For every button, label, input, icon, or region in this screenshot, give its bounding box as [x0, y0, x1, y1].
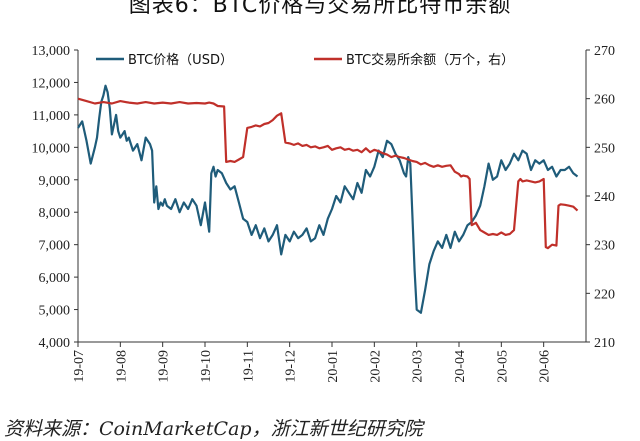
y-left-tick-label: 5,000 [39, 304, 71, 319]
y-right-tick-label: 250 [594, 141, 615, 156]
series-line-0 [77, 84, 579, 314]
y-right-tick-label: 230 [594, 239, 615, 254]
legend-label-0: BTC价格（USD） [128, 52, 233, 68]
y-left-tick-label: 4,000 [39, 336, 71, 351]
y-right-tick-label: 210 [594, 336, 615, 351]
x-tick-label: 19-07 [72, 350, 87, 383]
y-left-tick-label: 8,000 [39, 206, 71, 221]
chart-canvas: 4,000 5,000 6,000 7,000 8,000 9,000 10,000 11,0… [32, 44, 616, 383]
x-tick-label: 20-02 [368, 350, 383, 383]
x-tick-label: 20-01 [326, 350, 341, 383]
y-right-tick-label: 270 [594, 44, 615, 59]
x-tick-label: 19-09 [157, 350, 172, 383]
x-tick-label: 20-05 [495, 350, 510, 383]
x-tick-label: 20-04 [453, 350, 468, 383]
y-left-tick-label: 11,000 [32, 109, 70, 124]
x-tick-label: 19-12 [284, 350, 299, 383]
y-right-tick-label: 240 [594, 190, 615, 205]
x-tick-label: 19-10 [199, 350, 214, 383]
x-tick-label: 20-03 [411, 350, 426, 383]
x-tick-label: 19-11 [241, 350, 256, 382]
x-tick-label: 19-08 [114, 350, 129, 383]
y-left-tick-label: 12,000 [32, 76, 71, 91]
legend-label-1: BTC交易所余额（万个，右） [346, 52, 514, 68]
y-left-tick-label: 13,000 [32, 44, 71, 59]
y-left-tick-label: 6,000 [39, 271, 71, 286]
x-tick-label: 20-06 [538, 350, 553, 383]
chart-title: 图表6：BTC价格与交易所比特币余额 [128, 0, 512, 18]
series-line-1 [77, 97, 579, 250]
y-left-tick-label: 7,000 [39, 239, 71, 254]
source-note: 资料来源：CoinMarketCap，浙江新世纪研究院 [4, 418, 423, 440]
y-right-tick-label: 220 [594, 287, 615, 302]
y-left-tick-label: 10,000 [32, 141, 71, 156]
y-right-tick-label: 260 [594, 93, 615, 108]
y-left-tick-label: 9,000 [39, 174, 71, 189]
